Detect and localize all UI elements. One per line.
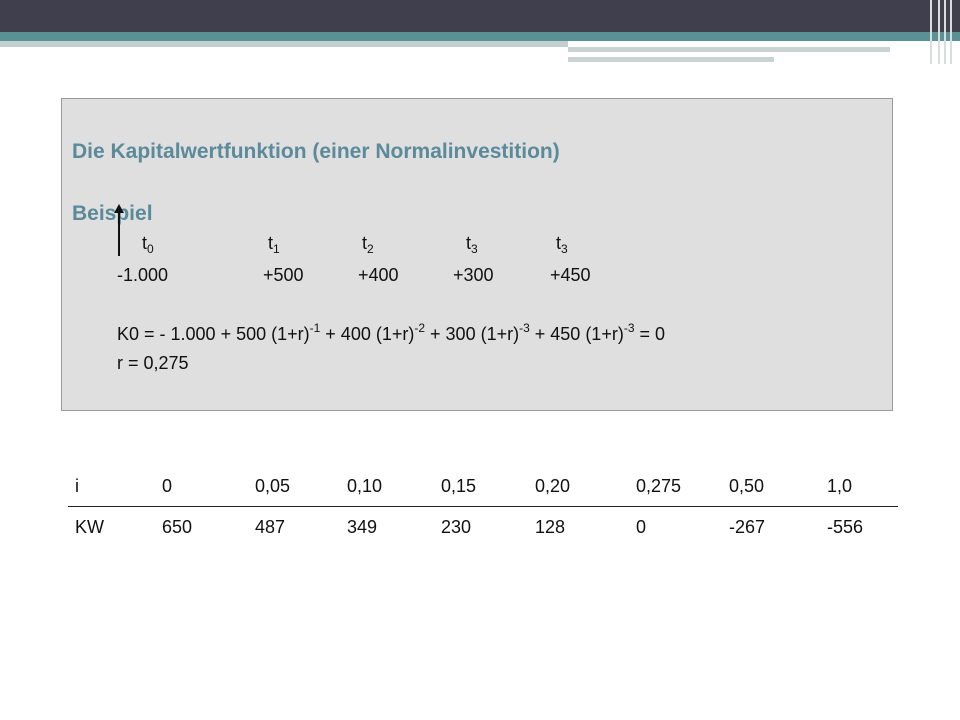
table-cell: 650 — [162, 516, 193, 537]
content-box: Die Kapitalwertfunktion (einer Normalinv… — [61, 98, 893, 411]
cashflow-2: +400 — [358, 265, 399, 285]
table-cell: 0,10 — [340, 466, 434, 507]
banner-stripe-2 — [568, 57, 774, 62]
cashflow-0: -1.000 — [117, 265, 169, 285]
table-cell: -267 — [729, 516, 766, 537]
period-label-0: t0 — [142, 233, 154, 256]
arrow-head — [114, 204, 124, 213]
banner-vline-2 — [938, 0, 940, 64]
table-cell: i — [68, 466, 155, 507]
table-cell: 0,275 — [629, 466, 722, 507]
banner-teal-bar — [0, 32, 960, 41]
banner-vline-4 — [950, 0, 952, 64]
table-cell: 230 — [441, 516, 472, 537]
cashflow-1: +500 — [263, 265, 304, 285]
table-cell: 0,05 — [248, 466, 340, 507]
irr-result: r = 0,275 — [117, 353, 189, 373]
period-label-4: t3 — [556, 233, 568, 256]
cashflow-3: +300 — [453, 265, 494, 285]
banner-stripe-1 — [568, 47, 890, 52]
period-label-1: t1 — [268, 233, 280, 256]
banner-vline-1 — [930, 0, 932, 64]
table-row-kw: KW 650 487 349 230 128 0 -267 -556 — [68, 507, 898, 548]
table-cell: 0 — [155, 466, 248, 507]
table-cell: 128 — [535, 516, 566, 537]
slide-title: Die Kapitalwertfunktion (einer Normalinv… — [72, 140, 560, 163]
period-label-2: t2 — [362, 233, 374, 256]
npv-equation: K0 = - 1.000 + 500 (1+r)-1 + 400 (1+r)-2… — [117, 321, 666, 344]
table-cell: 349 — [347, 516, 378, 537]
banner-vline-3 — [944, 0, 946, 64]
table-cell: 0 — [636, 516, 647, 537]
table-cell: KW — [75, 516, 104, 537]
kw-table: i 0 0,05 0,10 0,15 0,20 0,275 0,50 1,0 K… — [68, 466, 898, 547]
table-cell: 0,15 — [434, 466, 528, 507]
table-cell: 1,0 — [820, 466, 898, 507]
slide-subtitle: Beispiel — [72, 202, 153, 225]
cashflow-4: +450 — [550, 265, 591, 285]
banner-dark-bar — [0, 0, 960, 32]
banner-grey-bar — [0, 41, 568, 47]
table-cell: 0,50 — [722, 466, 820, 507]
table-cell: 487 — [255, 516, 286, 537]
table-cell: 0,20 — [528, 466, 629, 507]
table-row-header: i 0 0,05 0,10 0,15 0,20 0,275 0,50 1,0 — [68, 466, 898, 507]
period-label-3: t3 — [466, 233, 478, 256]
table-cell: -556 — [827, 516, 864, 537]
arrow-shaft — [118, 210, 120, 256]
